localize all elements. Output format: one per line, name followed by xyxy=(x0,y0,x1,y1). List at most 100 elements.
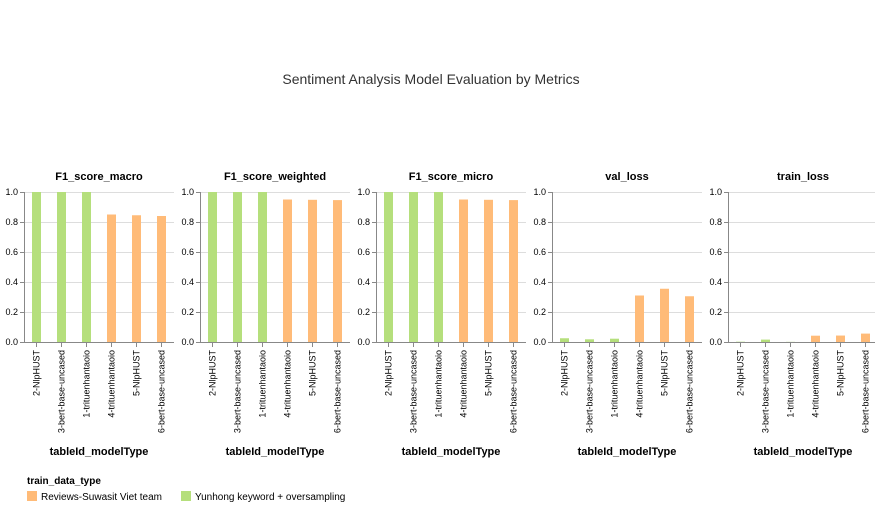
bar-3-bert-base-uncased xyxy=(57,192,66,342)
chart-title: Sentiment Analysis Model Evaluation by M… xyxy=(282,71,579,87)
y-tick-label: 0.2 xyxy=(5,307,18,317)
x-tick-label: 5-NlpHUST xyxy=(308,350,318,397)
panel-F1_score_macro: F1_score_macro 0.0 0.2 0.4 0.6 0.8 1.0 2-NlpHUS… xyxy=(5,171,174,458)
bar-3-bert-base-uncased xyxy=(233,192,242,342)
y-tick-label: 0.6 xyxy=(5,247,18,257)
bar-3-bert-base-uncased xyxy=(761,339,770,342)
panel-title: val_loss xyxy=(605,171,648,183)
legend-swatch xyxy=(181,491,191,501)
x-axis-title: tableId_modelType xyxy=(226,446,325,458)
x-tick-label: 3-bert-base-uncased xyxy=(585,350,595,433)
bar-4-trituenhantaoio xyxy=(107,214,116,342)
bar-2-NlpHUST xyxy=(208,192,217,342)
y-tick-label: 0.0 xyxy=(533,337,546,347)
y-tick-label: 1.0 xyxy=(709,187,722,197)
x-tick-label: 2-NlpHUST xyxy=(32,350,42,397)
x-tick-label: 6-bert-base-uncased xyxy=(861,350,871,433)
x-tick-label: 4-trituenhantaoio xyxy=(635,350,645,418)
x-tick-label: 3-bert-base-uncased xyxy=(233,350,243,433)
legend: train_data_type Reviews-Suwasit Viet tea… xyxy=(27,476,345,503)
bar-4-trituenhantaoio xyxy=(635,295,644,342)
x-tick-label: 2-NlpHUST xyxy=(208,350,218,397)
y-tick-label: 0.8 xyxy=(357,217,370,227)
y-tick-label: 0.0 xyxy=(709,337,722,347)
y-tick-label: 1.0 xyxy=(5,187,18,197)
bar-1-trituenhantaoio xyxy=(610,338,619,342)
x-tick-label: 4-trituenhantaoio xyxy=(107,350,117,418)
panel-title: train_loss xyxy=(777,171,829,183)
y-tick-label: 0.6 xyxy=(533,247,546,257)
y-tick-label: 0.6 xyxy=(181,247,194,257)
y-tick-label: 0.8 xyxy=(533,217,546,227)
x-tick-label: 1-trituenhantaoio xyxy=(610,350,620,418)
y-tick-label: 0.6 xyxy=(709,247,722,257)
y-tick-label: 0.4 xyxy=(709,277,722,287)
legend-label: Reviews-Suwasit Viet team xyxy=(41,492,162,503)
bar-6-bert-base-uncased xyxy=(333,200,342,342)
bar-6-bert-base-uncased xyxy=(509,200,518,342)
x-axis-title: tableId_modelType xyxy=(754,446,853,458)
y-tick-label: 0.2 xyxy=(709,307,722,317)
legend-swatch xyxy=(27,491,37,501)
bar-3-bert-base-uncased xyxy=(585,339,594,342)
x-tick-label: 4-trituenhantaoio xyxy=(283,350,293,418)
x-tick-label: 6-bert-base-uncased xyxy=(509,350,519,433)
bar-4-trituenhantaoio xyxy=(811,335,820,342)
bar-2-NlpHUST xyxy=(384,192,393,342)
x-axis-title: tableId_modelType xyxy=(402,446,501,458)
legend-title: train_data_type xyxy=(27,476,101,487)
y-tick-label: 0.4 xyxy=(181,277,194,287)
bar-2-NlpHUST xyxy=(32,192,41,342)
panel-F1_score_weighted: F1_score_weighted 0.0 0.2 0.4 0.6 0.8 1.0 2-Nlp… xyxy=(181,171,350,458)
bar-6-bert-base-uncased xyxy=(685,296,694,342)
y-tick-label: 0.2 xyxy=(357,307,370,317)
x-tick-label: 5-NlpHUST xyxy=(660,350,670,397)
x-tick-label: 4-trituenhantaoio xyxy=(811,350,821,418)
panel-title: F1_score_micro xyxy=(409,171,494,183)
x-tick-label: 2-NlpHUST xyxy=(736,350,746,397)
bar-2-NlpHUST xyxy=(560,338,569,342)
y-tick-label: 0.0 xyxy=(5,337,18,347)
chart-panels: F1_score_macro 0.0 0.2 0.4 0.6 0.8 1.0 2-NlpHUS… xyxy=(5,171,875,458)
x-tick-label: 1-trituenhantaoio xyxy=(434,350,444,418)
bar-4-trituenhantaoio xyxy=(459,199,468,342)
y-tick-label: 1.0 xyxy=(181,187,194,197)
x-tick-label: 6-bert-base-uncased xyxy=(157,350,167,433)
bar-5-NlpHUST xyxy=(132,215,141,342)
x-axis-title: tableId_modelType xyxy=(50,446,149,458)
panel-title: F1_score_macro xyxy=(55,171,143,183)
x-tick-label: 5-NlpHUST xyxy=(484,350,494,397)
y-tick-label: 1.0 xyxy=(533,187,546,197)
x-axis-title: tableId_modelType xyxy=(578,446,677,458)
y-tick-label: 0.8 xyxy=(5,217,18,227)
x-tick-label: 5-NlpHUST xyxy=(836,350,846,397)
bar-6-bert-base-uncased xyxy=(861,333,870,342)
x-tick-label: 2-NlpHUST xyxy=(384,350,394,397)
bar-5-NlpHUST xyxy=(484,199,493,342)
bar-1-trituenhantaoio xyxy=(258,192,267,342)
panel-val_loss: val_loss 0.0 0.2 0.4 0.6 0.8 1.0 2-NlpHUST 3-ber… xyxy=(533,171,702,458)
legend-label: Yunhong keyword + oversampling xyxy=(195,492,345,503)
bar-1-trituenhantaoio xyxy=(82,192,91,342)
x-tick-label: 3-bert-base-uncased xyxy=(761,350,771,433)
panel-train_loss: train_loss 0.0 0.2 0.4 0.6 0.8 1.0 2-NlpHUST 3-b… xyxy=(709,171,875,458)
y-tick-label: 0.0 xyxy=(357,337,370,347)
y-tick-label: 0.8 xyxy=(181,217,194,227)
x-tick-label: 4-trituenhantaoio xyxy=(459,350,469,418)
x-tick-label: 1-trituenhantaoio xyxy=(786,350,796,418)
bar-1-trituenhantaoio xyxy=(434,192,443,342)
bar-3-bert-base-uncased xyxy=(409,192,418,342)
y-tick-label: 0.4 xyxy=(357,277,370,287)
x-tick-label: 1-trituenhantaoio xyxy=(82,350,92,418)
x-tick-label: 1-trituenhantaoio xyxy=(258,350,268,418)
y-tick-label: 0.4 xyxy=(5,277,18,287)
panel-title: F1_score_weighted xyxy=(224,171,326,183)
bar-5-NlpHUST xyxy=(836,335,845,342)
bar-5-NlpHUST xyxy=(308,199,317,342)
x-tick-label: 2-NlpHUST xyxy=(560,350,570,397)
y-tick-label: 0.6 xyxy=(357,247,370,257)
bar-5-NlpHUST xyxy=(660,288,669,342)
x-tick-label: 6-bert-base-uncased xyxy=(333,350,343,433)
y-tick-label: 1.0 xyxy=(357,187,370,197)
y-tick-label: 0.2 xyxy=(533,307,546,317)
